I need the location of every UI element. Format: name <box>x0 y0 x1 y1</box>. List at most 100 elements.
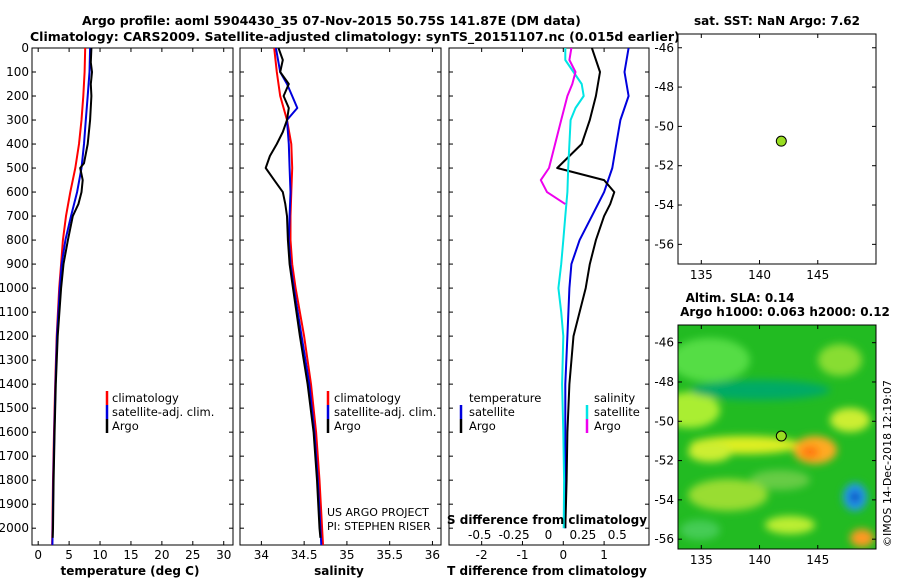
sst-map-markers <box>775 135 787 147</box>
series-line-satellite-adj-clim- <box>274 48 323 545</box>
depth-tick-label: 1700 <box>0 449 29 463</box>
sla-blob <box>678 338 750 382</box>
salinity-series <box>264 48 324 545</box>
depth-tick-label: 1900 <box>0 497 29 511</box>
x-tick-label: 0 <box>559 548 567 562</box>
temperature-difference-legend: temperature satellite Argo <box>459 391 541 433</box>
s-tick-label: 0.5 <box>608 528 627 542</box>
map-lat-tick-label: -46 <box>654 41 674 55</box>
x-tick-label: 10 <box>92 548 107 562</box>
series-line-salinity-satellite <box>557 48 585 529</box>
depth-tick-label: 0 <box>21 41 29 55</box>
series-line-climatology <box>273 48 324 545</box>
map-lon-tick-label: 135 <box>690 268 713 282</box>
salinity-difference-legend: salinity satellite Argo <box>585 391 640 433</box>
series-line-argo <box>264 48 322 538</box>
x-tick-label: 35.5 <box>376 548 403 562</box>
x-tick-label: 35 <box>339 548 354 562</box>
depth-tick-label: 700 <box>6 209 29 223</box>
series-line-argo <box>51 48 93 538</box>
pi-credit: PI: STEPHEN RISER <box>327 520 431 533</box>
sst-map-title: sat. SST: NaN Argo: 7.62 <box>694 14 860 28</box>
legend-label-climatology: climatology <box>112 391 179 405</box>
depth-tick-label: 2000 <box>0 521 29 535</box>
x-tick-label: 34 <box>254 548 269 562</box>
temperature-x-axis: 0 5 10 15 20 25 30 <box>34 48 231 562</box>
x-tick-label: -1 <box>516 548 528 562</box>
depth-tick-label: 1500 <box>0 401 29 415</box>
depth-tick-label: 1400 <box>0 377 29 391</box>
depth-tick-label: 1600 <box>0 425 29 439</box>
depth-tick-label: 1800 <box>0 473 29 487</box>
depth-tick-label: 1200 <box>0 329 29 343</box>
difference-x-axis: -2 -1 0 1 <box>476 48 608 562</box>
legend-label-s-argo: Argo <box>594 419 621 433</box>
salinity-depth-ticks <box>240 47 441 529</box>
sla-heatmap-field <box>678 338 874 547</box>
sla-map-title-line2: Argo h1000: 0.063 h2000: 0.12 <box>680 305 890 319</box>
salinity-difference-axis-label: S difference from climatology <box>447 513 647 527</box>
s-tick-label: 0 <box>545 528 553 542</box>
map-lat-tick-label: -52 <box>654 454 674 468</box>
map-lat-tick-label: -54 <box>654 198 674 212</box>
salinity-panel: 34 34.5 35 35.5 36 salinity climatology sate… <box>239 47 442 578</box>
x-tick-label: -2 <box>476 548 488 562</box>
legend-label-s-satellite: satellite <box>594 405 640 419</box>
legend-label-climatology: climatology <box>334 391 401 405</box>
map-lon-tick-label: 140 <box>748 553 771 567</box>
depth-tick-label: 300 <box>6 113 29 127</box>
x-tick-label: 1 <box>600 548 608 562</box>
legend-label-satellite: satellite-adj. clim. <box>334 405 436 419</box>
depth-tick-label: 900 <box>6 257 29 271</box>
depth-axis: 0 100 200 300 400 500 600 700 800 900 1000 1100 1200… <box>0 41 233 535</box>
salinity-legend: climatology satellite-adj. clim. Argo <box>326 391 436 433</box>
series-line-salinity-argo <box>539 48 577 205</box>
s-tick-label: 0.25 <box>570 528 597 542</box>
depth-tick-label: 1100 <box>0 305 29 319</box>
legend-label-t-argo: Argo <box>469 419 496 433</box>
argo-float-marker <box>775 430 787 442</box>
sla-blob <box>690 380 830 400</box>
temperature-legend: climatology satellite-adj. clim. Argo <box>105 391 214 433</box>
legend-title-temperature: temperature <box>469 391 541 405</box>
series-line-temperature-satellite <box>564 48 630 529</box>
x-tick-label: 15 <box>123 548 138 562</box>
depth-tick-label: 400 <box>6 137 29 151</box>
x-tick-label: 20 <box>154 548 169 562</box>
sla-blob <box>765 516 815 534</box>
sla-map-frame <box>677 324 877 550</box>
x-tick-label: 36 <box>425 548 440 562</box>
figure-title-line2: Climatology: CARS2009. Satellite-adjuste… <box>30 29 680 45</box>
legend-label-argo: Argo <box>112 419 139 433</box>
sla-blob <box>688 479 768 511</box>
sla-map-markers <box>775 430 787 442</box>
temperature-series <box>51 48 93 545</box>
sla-blob <box>688 442 732 462</box>
salinity-axis-label: salinity <box>314 564 364 578</box>
map-lat-tick-label: -48 <box>654 375 674 389</box>
sla-map-panel: Altim. SLA: 0.14 Argo h1000: 0.063 h2000… <box>654 291 890 567</box>
sst-map-panel: sat. SST: NaN Argo: 7.62 135 140 145 -46 -48… <box>654 14 877 282</box>
sla-blob <box>801 446 819 458</box>
map-lon-tick-label: 145 <box>806 553 829 567</box>
legend-label-satellite: satellite-adj. clim. <box>112 405 214 419</box>
sla-map-title-line1: Altim. SLA: 0.14 <box>686 291 795 305</box>
temperature-axis-label: temperature (deg C) <box>61 564 200 578</box>
legend-title-salinity: salinity <box>594 391 635 405</box>
x-tick-label: 25 <box>185 548 200 562</box>
difference-series <box>539 48 630 529</box>
depth-tick-label: 500 <box>6 161 29 175</box>
sla-blob <box>850 491 860 503</box>
argo-float-marker <box>775 135 787 147</box>
sla-blob <box>678 392 720 428</box>
project-credit: US ARGO PROJECT <box>327 506 429 519</box>
legend-label-argo: Argo <box>334 419 361 433</box>
x-tick-label: 0 <box>34 548 42 562</box>
difference-plot-frame <box>448 47 650 546</box>
sla-blob <box>818 344 862 376</box>
salinity-difference-ticks: -0.5 -0.25 0 0.25 0.5 <box>468 528 627 542</box>
sla-blob <box>850 529 874 547</box>
depth-tick-label: 100 <box>6 65 29 79</box>
sla-blob <box>680 520 720 540</box>
temperature-plot-frame <box>31 47 234 546</box>
